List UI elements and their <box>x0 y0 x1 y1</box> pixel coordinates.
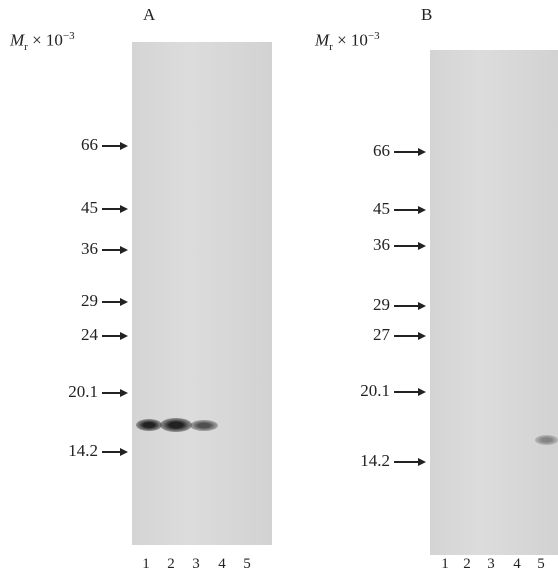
marker-label: 29 <box>330 295 390 315</box>
axis-symbol: M <box>10 31 24 50</box>
marker-label: 45 <box>330 199 390 219</box>
axis-subscript: r <box>329 41 333 53</box>
lane-number: 3 <box>189 556 203 573</box>
marker-label: 29 <box>38 291 98 311</box>
marker-label: 14.2 <box>330 451 390 471</box>
lane-number: 4 <box>510 556 524 573</box>
marker-arrow <box>394 331 426 341</box>
lane-number: 5 <box>240 556 254 573</box>
gel-a <box>132 42 272 545</box>
marker-arrow <box>102 388 128 398</box>
marker-label: 36 <box>38 239 98 259</box>
marker-arrow <box>394 457 426 467</box>
marker-label: 27 <box>330 325 390 345</box>
marker-label: 66 <box>38 135 98 155</box>
lane-number: 4 <box>215 556 229 573</box>
marker-arrow <box>394 241 426 251</box>
marker-arrow <box>102 297 128 307</box>
marker-arrow <box>394 387 426 397</box>
lane-number: 1 <box>139 556 153 573</box>
marker-label: 20.1 <box>38 382 98 402</box>
marker-label: 20.1 <box>330 381 390 401</box>
axis-symbol: M <box>315 31 329 50</box>
marker-arrow <box>102 331 128 341</box>
marker-arrow <box>102 204 128 214</box>
axis-text: × 10 <box>32 31 63 50</box>
axis-exponent: −3 <box>368 30 380 42</box>
marker-arrow <box>394 205 426 215</box>
lane-number: 1 <box>438 556 452 573</box>
band <box>535 435 558 445</box>
marker-arrow <box>394 301 426 311</box>
figure: AMr × 10−3664536292420.114.212345BMr × 1… <box>0 0 558 574</box>
axis-subscript: r <box>24 41 28 53</box>
marker-label: 66 <box>330 141 390 161</box>
axis-text: × 10 <box>337 31 368 50</box>
band <box>136 419 162 431</box>
axis-label: Mr × 10−3 <box>315 30 380 53</box>
marker-label: 36 <box>330 235 390 255</box>
lane-number: 2 <box>460 556 474 573</box>
marker-arrow <box>394 147 426 157</box>
marker-arrow <box>102 245 128 255</box>
band <box>190 420 218 431</box>
gel-b <box>430 50 558 555</box>
axis-exponent: −3 <box>63 30 75 42</box>
band <box>160 418 192 432</box>
lane-number: 5 <box>534 556 548 573</box>
marker-arrow <box>102 141 128 151</box>
marker-label: 14.2 <box>38 441 98 461</box>
lane-number: 3 <box>484 556 498 573</box>
panel-label: B <box>421 5 432 25</box>
marker-label: 24 <box>38 325 98 345</box>
panel-label: A <box>143 5 155 25</box>
marker-arrow <box>102 447 128 457</box>
marker-label: 45 <box>38 198 98 218</box>
lane-number: 2 <box>164 556 178 573</box>
axis-label: Mr × 10−3 <box>10 30 75 53</box>
